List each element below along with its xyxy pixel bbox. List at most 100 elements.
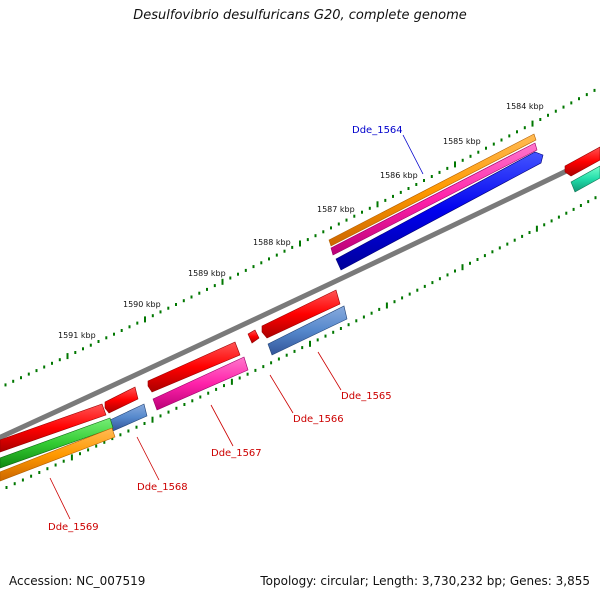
minor-tick bbox=[461, 158, 464, 162]
minor-tick bbox=[43, 365, 46, 369]
minor-tick bbox=[21, 478, 24, 482]
topology-text: Topology: circular; Length: 3,730,232 bp… bbox=[260, 574, 590, 588]
minor-tick bbox=[306, 238, 309, 242]
red-gene-arrow-1568a[interactable] bbox=[104, 386, 139, 414]
minor-tick bbox=[89, 343, 92, 347]
minor-tick bbox=[30, 474, 33, 478]
minor-tick bbox=[330, 226, 332, 230]
page-title: Desulfovibrio desulfuricans G20, complet… bbox=[133, 8, 467, 23]
minor-tick bbox=[120, 329, 123, 332]
minor-tick bbox=[95, 444, 98, 448]
minor-tick bbox=[74, 351, 77, 354]
feature-dde-1564[interactable] bbox=[328, 133, 544, 271]
minor-tick bbox=[485, 146, 487, 150]
minor-tick bbox=[167, 410, 170, 414]
minor-tick bbox=[393, 300, 396, 304]
minor-tick bbox=[431, 281, 434, 285]
green-gene-1569[interactable] bbox=[0, 417, 114, 469]
orange-gene-bar[interactable] bbox=[328, 133, 537, 247]
minor-tick bbox=[275, 253, 278, 257]
minor-tick bbox=[322, 230, 325, 234]
leader-line-dde-1568 bbox=[136, 436, 160, 481]
minor-tick bbox=[27, 372, 30, 376]
major-tick bbox=[309, 340, 311, 347]
ruler-label: 1586 kbp bbox=[380, 171, 418, 180]
minor-tick bbox=[368, 206, 371, 210]
gene-label-dde-1564[interactable]: Dde_1564 bbox=[352, 125, 403, 136]
ruler-label: 1591 kbp bbox=[58, 331, 96, 340]
minor-tick bbox=[301, 346, 304, 350]
minor-tick bbox=[183, 403, 186, 406]
gene-label-dde-1566[interactable]: Dde_1566 bbox=[293, 414, 344, 425]
ruler-label: 1590 kbp bbox=[123, 300, 161, 309]
minor-tick bbox=[565, 211, 568, 215]
minor-tick bbox=[378, 307, 381, 311]
red-gene-arrow-1565a[interactable] bbox=[261, 289, 341, 339]
minor-tick bbox=[332, 330, 335, 334]
red-gene-small[interactable] bbox=[247, 329, 260, 344]
minor-tick bbox=[105, 336, 108, 340]
minor-tick bbox=[587, 200, 590, 204]
minor-tick bbox=[182, 299, 185, 303]
major-tick bbox=[151, 416, 154, 423]
gene-label-dde-1569[interactable]: Dde_1569 bbox=[48, 522, 99, 533]
minor-tick bbox=[339, 327, 342, 330]
minor-tick bbox=[268, 257, 270, 261]
minor-tick bbox=[438, 277, 441, 281]
blue-gene-arrow[interactable] bbox=[335, 151, 544, 271]
major-tick bbox=[230, 378, 233, 385]
orange-gene-1569[interactable] bbox=[0, 427, 116, 482]
minor-tick bbox=[159, 414, 162, 418]
ruler-label: 1584 kbp bbox=[506, 102, 544, 111]
magenta-gene-bar[interactable] bbox=[330, 142, 538, 256]
red-gene-arrow-right-edge[interactable] bbox=[564, 146, 600, 177]
ruler-label: 1589 kbp bbox=[188, 269, 226, 278]
gene-label-dde-1567[interactable]: Dde_1567 bbox=[211, 448, 262, 459]
minor-tick bbox=[238, 376, 241, 380]
red-gene-1569[interactable] bbox=[0, 403, 107, 453]
minor-tick bbox=[353, 214, 356, 218]
ruler-label: 1587 kbp bbox=[317, 205, 355, 214]
minor-tick bbox=[454, 269, 456, 273]
ruler-labels: 1584 kbp 1585 kbp 1586 kbp 1587 kbp 1588… bbox=[58, 102, 544, 340]
minor-tick bbox=[492, 142, 495, 146]
minor-tick bbox=[543, 223, 546, 227]
minor-tick bbox=[79, 452, 81, 456]
minor-tick bbox=[355, 319, 358, 323]
minor-tick bbox=[523, 126, 526, 130]
leader-line-dde-1564 bbox=[402, 134, 424, 175]
minor-tick bbox=[119, 433, 122, 437]
minor-tick bbox=[213, 284, 216, 288]
major-tick bbox=[461, 264, 464, 271]
minor-tick bbox=[20, 376, 22, 380]
steelblue-gene-1565[interactable] bbox=[267, 305, 348, 356]
minor-tick bbox=[594, 196, 597, 200]
minor-tick bbox=[446, 166, 449, 170]
minor-tick bbox=[293, 349, 296, 353]
gene-label-dde-1565[interactable]: Dde_1565 bbox=[341, 391, 392, 402]
minor-tick bbox=[430, 175, 433, 178]
leader-line-dde-1569 bbox=[49, 477, 71, 520]
teal-gene-bar-right-edge[interactable] bbox=[570, 165, 600, 193]
outer-ruler-ticks bbox=[4, 88, 596, 387]
minor-tick bbox=[199, 395, 202, 399]
minor-tick bbox=[500, 138, 503, 142]
minor-tick bbox=[401, 296, 404, 300]
minor-tick bbox=[62, 459, 65, 463]
minor-tick bbox=[521, 234, 524, 238]
minor-tick bbox=[438, 170, 441, 174]
minor-tick bbox=[415, 183, 418, 186]
minor-tick bbox=[97, 340, 100, 343]
minor-tick bbox=[498, 246, 501, 250]
magenta-gene-1567[interactable] bbox=[152, 356, 249, 411]
major-tick bbox=[144, 316, 146, 323]
minor-tick bbox=[175, 303, 177, 306]
major-tick bbox=[70, 454, 73, 461]
ruler-label: 1585 kbp bbox=[443, 137, 481, 146]
gene-label-dde-1568[interactable]: Dde_1568 bbox=[137, 482, 188, 493]
minor-tick bbox=[491, 250, 494, 254]
red-gene-arrow-1567[interactable] bbox=[147, 341, 241, 393]
minor-tick bbox=[285, 353, 288, 357]
minor-tick bbox=[191, 399, 194, 403]
minor-tick bbox=[13, 482, 16, 486]
